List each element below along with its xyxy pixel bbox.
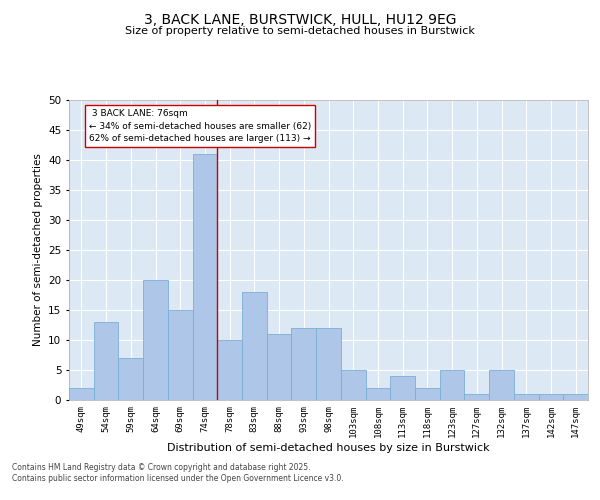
Bar — [217, 340, 242, 400]
Bar — [242, 292, 267, 400]
Bar — [69, 388, 94, 400]
Bar — [440, 370, 464, 400]
Text: Contains public sector information licensed under the Open Government Licence v3: Contains public sector information licen… — [12, 474, 344, 483]
Bar — [563, 394, 588, 400]
Bar — [390, 376, 415, 400]
Text: 3, BACK LANE, BURSTWICK, HULL, HU12 9EG: 3, BACK LANE, BURSTWICK, HULL, HU12 9EG — [144, 12, 456, 26]
Text: 3 BACK LANE: 76sqm
← 34% of semi-detached houses are smaller (62)
62% of semi-de: 3 BACK LANE: 76sqm ← 34% of semi-detache… — [89, 109, 311, 143]
Bar — [292, 328, 316, 400]
Bar — [464, 394, 489, 400]
Bar — [365, 388, 390, 400]
Bar — [118, 358, 143, 400]
Y-axis label: Number of semi-detached properties: Number of semi-detached properties — [32, 154, 43, 346]
Bar — [539, 394, 563, 400]
Bar — [415, 388, 440, 400]
X-axis label: Distribution of semi-detached houses by size in Burstwick: Distribution of semi-detached houses by … — [167, 442, 490, 452]
Bar — [514, 394, 539, 400]
Bar — [489, 370, 514, 400]
Bar — [168, 310, 193, 400]
Text: Contains HM Land Registry data © Crown copyright and database right 2025.: Contains HM Land Registry data © Crown c… — [12, 462, 311, 471]
Bar — [94, 322, 118, 400]
Bar — [267, 334, 292, 400]
Bar — [143, 280, 168, 400]
Bar — [316, 328, 341, 400]
Bar — [341, 370, 365, 400]
Text: Size of property relative to semi-detached houses in Burstwick: Size of property relative to semi-detach… — [125, 26, 475, 36]
Bar — [193, 154, 217, 400]
